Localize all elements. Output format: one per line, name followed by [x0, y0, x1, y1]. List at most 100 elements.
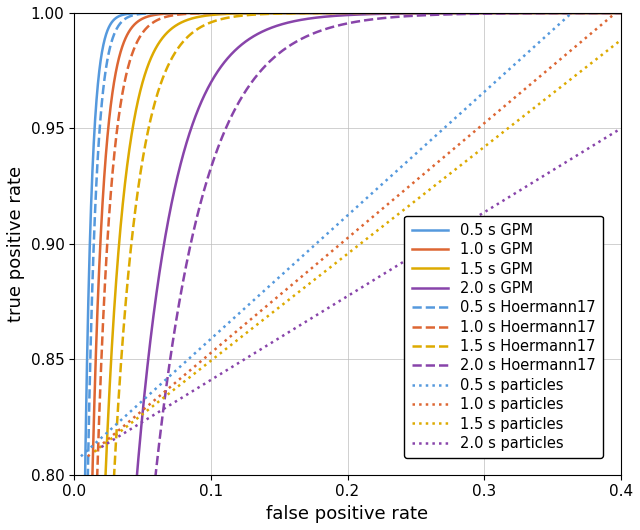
1.5 s particles: [404, 204, 412, 210]
1.0 s particles: [340, 237, 348, 244]
1.5 s Hoermann17: [602, 10, 609, 16]
2.0 s GPM: [336, 12, 344, 19]
0.5 s Hoermann17: [602, 10, 609, 16]
0.5 s particles: [369, 189, 377, 196]
1.5 s Hoermann17: [617, 10, 625, 16]
1.0 s particles: [84, 453, 92, 460]
0.5 s Hoermann17: [322, 10, 330, 16]
Line: 1.5 s particles: 1.5 s particles: [95, 40, 621, 452]
2.0 s particles: [605, 133, 612, 139]
1.0 s GPM: [617, 10, 625, 16]
2.0 s Hoermann17: [322, 26, 330, 32]
0.5 s Hoermann17: [390, 10, 398, 16]
2.0 s GPM: [602, 10, 609, 16]
0.5 s GPM: [602, 10, 609, 16]
1.0 s particles: [401, 187, 409, 193]
0.5 s particles: [399, 163, 406, 169]
1.5 s particles: [617, 37, 625, 43]
1.0 s Hoermann17: [617, 10, 625, 16]
Line: 1.0 s particles: 1.0 s particles: [88, 8, 621, 456]
Line: 1.0 s Hoermann17: 1.0 s Hoermann17: [74, 13, 621, 530]
1.5 s GPM: [601, 10, 609, 16]
1.0 s Hoermann17: [602, 10, 609, 16]
2.0 s particles: [617, 125, 625, 131]
0.5 s Hoermann17: [501, 10, 509, 16]
1.0 s Hoermann17: [501, 10, 509, 16]
1.5 s GPM: [322, 10, 330, 16]
2.0 s Hoermann17: [336, 22, 344, 28]
1.5 s particles: [376, 226, 383, 232]
1.5 s GPM: [336, 10, 344, 16]
1.5 s particles: [344, 251, 351, 257]
0.5 s GPM: [501, 10, 509, 16]
1.5 s Hoermann17: [601, 10, 609, 16]
2.0 s particles: [344, 293, 352, 299]
2.0 s particles: [407, 254, 415, 261]
Line: 1.5 s Hoermann17: 1.5 s Hoermann17: [74, 13, 621, 530]
1.0 s Hoermann17: [322, 10, 330, 16]
Line: 2.0 s particles: 2.0 s particles: [102, 128, 621, 447]
0.5 s particles: [520, 53, 527, 59]
Y-axis label: true positive rate: true positive rate: [7, 166, 25, 322]
1.5 s particles: [522, 111, 530, 117]
2.0 s particles: [524, 183, 531, 189]
2.0 s Hoermann17: [601, 10, 609, 16]
0.5 s particles: [337, 218, 344, 225]
1.0 s Hoermann17: [336, 10, 344, 16]
1.5 s GPM: [501, 10, 509, 16]
2.0 s GPM: [617, 10, 625, 16]
2.0 s Hoermann17: [617, 10, 625, 16]
Line: 2.0 s GPM: 2.0 s GPM: [74, 13, 621, 530]
0.5 s Hoermann17: [602, 10, 609, 16]
1.5 s GPM: [617, 10, 625, 16]
0.5 s GPM: [337, 10, 344, 16]
1.0 s GPM: [497, 10, 504, 16]
1.0 s GPM: [322, 10, 330, 16]
1.0 s particles: [372, 211, 380, 217]
1.0 s Hoermann17: [609, 10, 617, 16]
X-axis label: false positive rate: false positive rate: [266, 505, 429, 523]
1.0 s GPM: [602, 10, 609, 16]
0.5 s GPM: [602, 10, 609, 16]
Line: 1.5 s GPM: 1.5 s GPM: [74, 13, 621, 530]
0.5 s GPM: [322, 10, 330, 16]
Line: 2.0 s Hoermann17: 2.0 s Hoermann17: [74, 13, 621, 530]
0.5 s Hoermann17: [617, 10, 625, 16]
Line: 1.0 s GPM: 1.0 s GPM: [74, 13, 621, 530]
0.5 s particles: [77, 453, 84, 460]
1.0 s particles: [521, 86, 529, 92]
Line: 0.5 s GPM: 0.5 s GPM: [74, 13, 621, 530]
1.5 s Hoermann17: [336, 10, 344, 16]
Legend: 0.5 s GPM, 1.0 s GPM, 1.5 s GPM, 2.0 s GPM, 0.5 s Hoermann17, 1.0 s Hoermann17, : 0.5 s GPM, 1.0 s GPM, 1.5 s GPM, 2.0 s G…: [404, 216, 603, 458]
2.0 s Hoermann17: [501, 10, 509, 16]
0.5 s Hoermann17: [336, 10, 344, 16]
2.0 s GPM: [322, 13, 330, 20]
1.0 s particles: [604, 16, 612, 22]
1.0 s GPM: [98, 209, 106, 216]
1.0 s GPM: [602, 10, 609, 16]
2.0 s particles: [98, 444, 106, 450]
1.5 s GPM: [602, 10, 609, 16]
Line: 0.5 s particles: 0.5 s particles: [81, 0, 621, 456]
1.5 s particles: [340, 253, 348, 259]
1.0 s Hoermann17: [98, 342, 106, 348]
1.0 s particles: [617, 5, 625, 12]
1.0 s Hoermann17: [601, 10, 609, 16]
Line: 0.5 s Hoermann17: 0.5 s Hoermann17: [74, 13, 621, 530]
0.5 s GPM: [326, 10, 334, 16]
0.5 s GPM: [617, 10, 625, 16]
1.0 s GPM: [501, 10, 509, 16]
2.0 s GPM: [601, 10, 609, 16]
1.0 s GPM: [336, 10, 344, 16]
1.5 s particles: [605, 47, 612, 53]
0.5 s GPM: [98, 49, 106, 55]
2.0 s particles: [348, 290, 355, 297]
1.5 s Hoermann17: [501, 10, 509, 16]
1.5 s Hoermann17: [322, 10, 330, 16]
2.0 s GPM: [501, 10, 509, 16]
1.5 s particles: [91, 448, 99, 455]
0.5 s particles: [333, 222, 341, 228]
0.5 s Hoermann17: [98, 98, 106, 104]
2.0 s Hoermann17: [602, 10, 609, 16]
1.0 s particles: [337, 241, 345, 247]
